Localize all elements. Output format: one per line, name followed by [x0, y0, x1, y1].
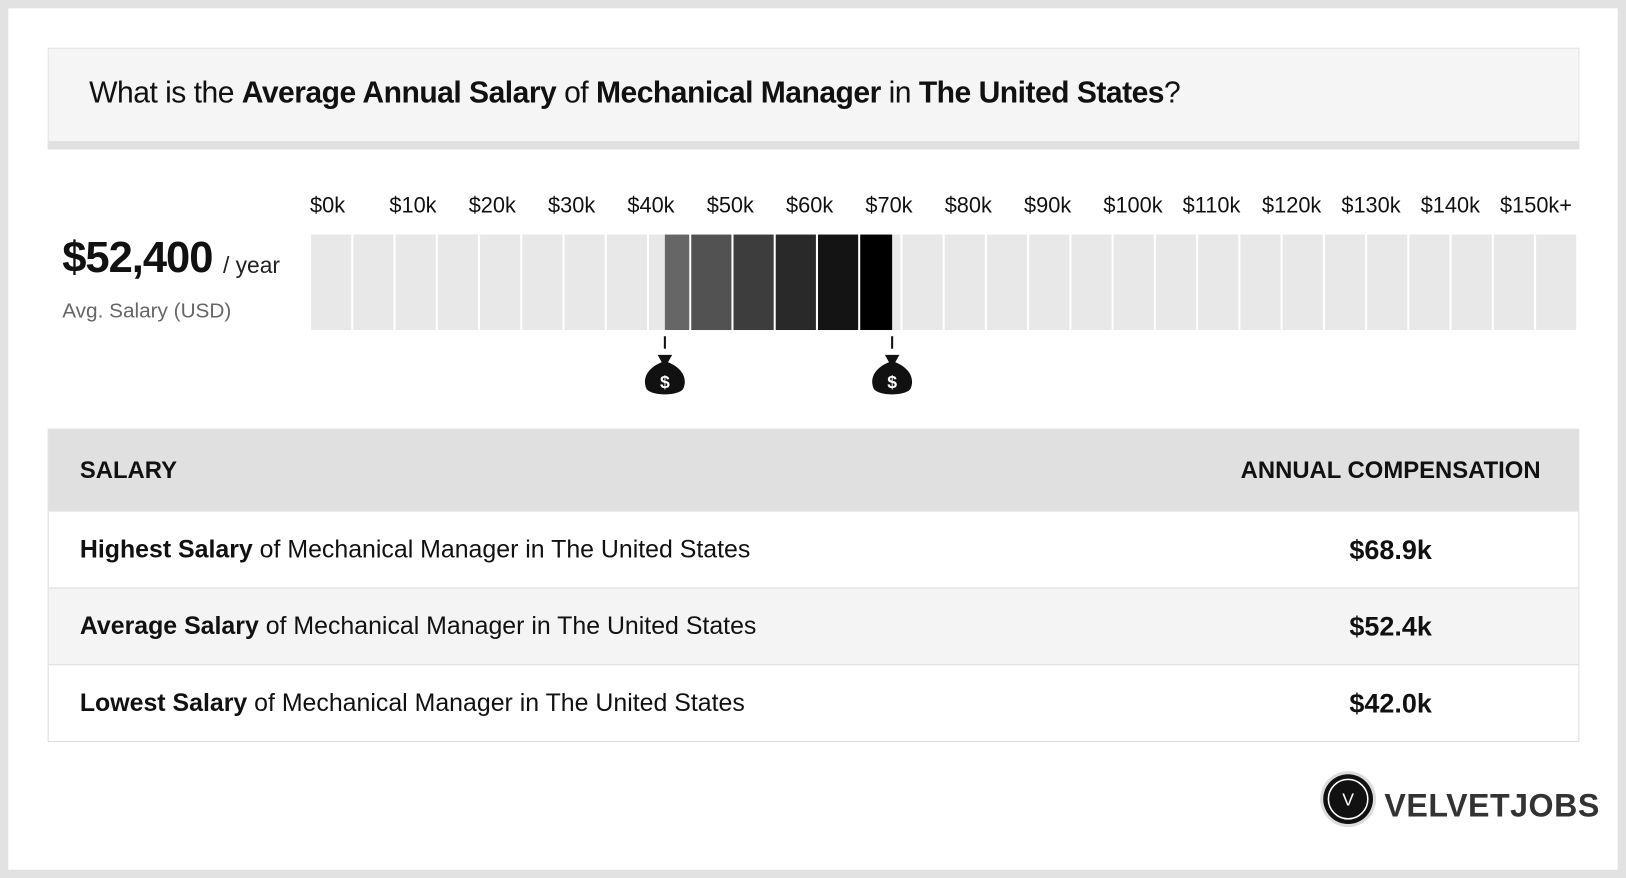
tick-label: $110k: [1183, 193, 1241, 218]
bar-cell: [1409, 234, 1450, 331]
money-bag: [872, 354, 913, 395]
row-label-text: of Mechanical Manager in The United Stat…: [252, 534, 751, 564]
title-part: Mechanical Manager: [595, 76, 881, 111]
bar-cell: [311, 234, 352, 331]
tick-label: $90k: [1024, 193, 1071, 218]
tick-label: $10k: [389, 193, 436, 218]
range-segment: [664, 234, 690, 331]
tick-label: $120k: [1262, 193, 1321, 218]
tick-label: $100k: [1103, 193, 1162, 218]
row-value: $68.9k: [1349, 533, 1432, 565]
money-symbol: $: [887, 372, 897, 392]
bar-cell: [353, 234, 394, 331]
row-label-bold: Lowest Salary: [79, 688, 248, 717]
logo-name: VELVETJOBS: [1384, 787, 1600, 825]
money-bag: [644, 354, 685, 395]
range-segment: [733, 234, 774, 331]
logo-letter: V: [1342, 789, 1354, 809]
bar-cell: [1198, 234, 1239, 331]
row-value: $42.0k: [1349, 687, 1432, 719]
bar-cell: [564, 234, 605, 331]
row-label-text: of Mechanical Manager in The United Stat…: [247, 688, 745, 717]
bar-cell: [944, 234, 985, 331]
header: What is the Average Annual Salary of Mec…: [47, 47, 1580, 150]
bar-cell: [1367, 234, 1408, 331]
salary-unit: / year: [222, 252, 281, 279]
header-cell: SALARY: [79, 456, 178, 484]
title-part: The United States: [918, 76, 1165, 111]
bar-cell: [1155, 234, 1197, 331]
title-part: in: [880, 76, 919, 111]
bar-cell: [1451, 234, 1492, 331]
tick-label: $30k: [548, 193, 595, 218]
title-part: ?: [1164, 76, 1181, 111]
row-label-bold: Average Salary: [79, 611, 259, 640]
salary-caption: Avg. Salary (USD): [62, 299, 232, 323]
title: What is the Average Annual Salary of Mec…: [89, 76, 1181, 111]
bar-cell: [606, 234, 647, 331]
tick-label: $130k: [1341, 193, 1400, 218]
logo-icon: V: [1320, 771, 1377, 828]
tick-label: $50k: [707, 193, 754, 218]
table-row: Lowest Salary of Mechanical Manager in T…: [48, 664, 1579, 741]
bar-cell: [1536, 234, 1577, 331]
bar-cell: [1493, 234, 1534, 331]
money-symbol: $: [660, 372, 670, 392]
range-segment: [817, 234, 859, 331]
tick-label: $60k: [786, 193, 833, 218]
bar-cell: [1324, 234, 1366, 331]
range-segment: [691, 234, 732, 331]
bar-cell: [437, 234, 478, 331]
bar-cell: [1029, 234, 1070, 331]
bar-cell: [1071, 234, 1112, 331]
row-label: Highest Salary of Mechanical Manager in …: [80, 535, 750, 564]
tick-label: $0k: [310, 193, 345, 218]
title-part: Average Annual Salary: [241, 76, 557, 111]
bar-cell: [522, 234, 563, 331]
row-label-text: of Mechanical Manager in The United Stat…: [258, 611, 757, 640]
range-segment: [860, 234, 893, 331]
row-label: Lowest Salary of Mechanical Manager in T…: [80, 689, 745, 718]
tick-label: $80k: [945, 193, 992, 218]
title-part: What is the: [89, 76, 242, 111]
salary-table: SALARY ANNUAL COMPENSATION Highest Salar…: [47, 428, 1580, 743]
bar-cell: [480, 234, 521, 331]
header-cell: ANNUAL COMPENSATION: [1240, 456, 1541, 484]
row-value: $52.4k: [1349, 610, 1432, 642]
row-label: Average Salary of Mechanical Manager in …: [80, 612, 757, 641]
bar-cell: [1282, 234, 1323, 331]
bar-cell: [395, 234, 436, 331]
row-label-bold: Highest Salary: [79, 534, 253, 564]
table-row: Highest Salary of Mechanical Manager in …: [48, 510, 1579, 588]
tick-label: $20k: [469, 193, 516, 218]
tick-label: $70k: [865, 193, 912, 218]
bar-cell: [902, 234, 943, 331]
table-header: SALARY ANNUAL COMPENSATION: [48, 429, 1579, 511]
title-part: of: [556, 76, 596, 111]
average-salary: $52,400: [62, 232, 213, 282]
tick-label: $40k: [627, 193, 674, 218]
tick-label: $150k+: [1500, 193, 1572, 218]
bar-cell: [1113, 234, 1154, 331]
logo-inner-ring: [1327, 778, 1369, 820]
bar-cell: [986, 234, 1028, 331]
logo-circle: [1323, 774, 1373, 825]
tick-label: $140k: [1421, 193, 1480, 218]
table-row: Average Salary of Mechanical Manager in …: [48, 587, 1579, 665]
bar-cell: [1240, 234, 1281, 331]
range-segment: [775, 234, 816, 331]
salary-range-bar: $0k $10k $20k $30k $40k $50k $60k $70k $80k $90k $…: [310, 193, 1577, 395]
